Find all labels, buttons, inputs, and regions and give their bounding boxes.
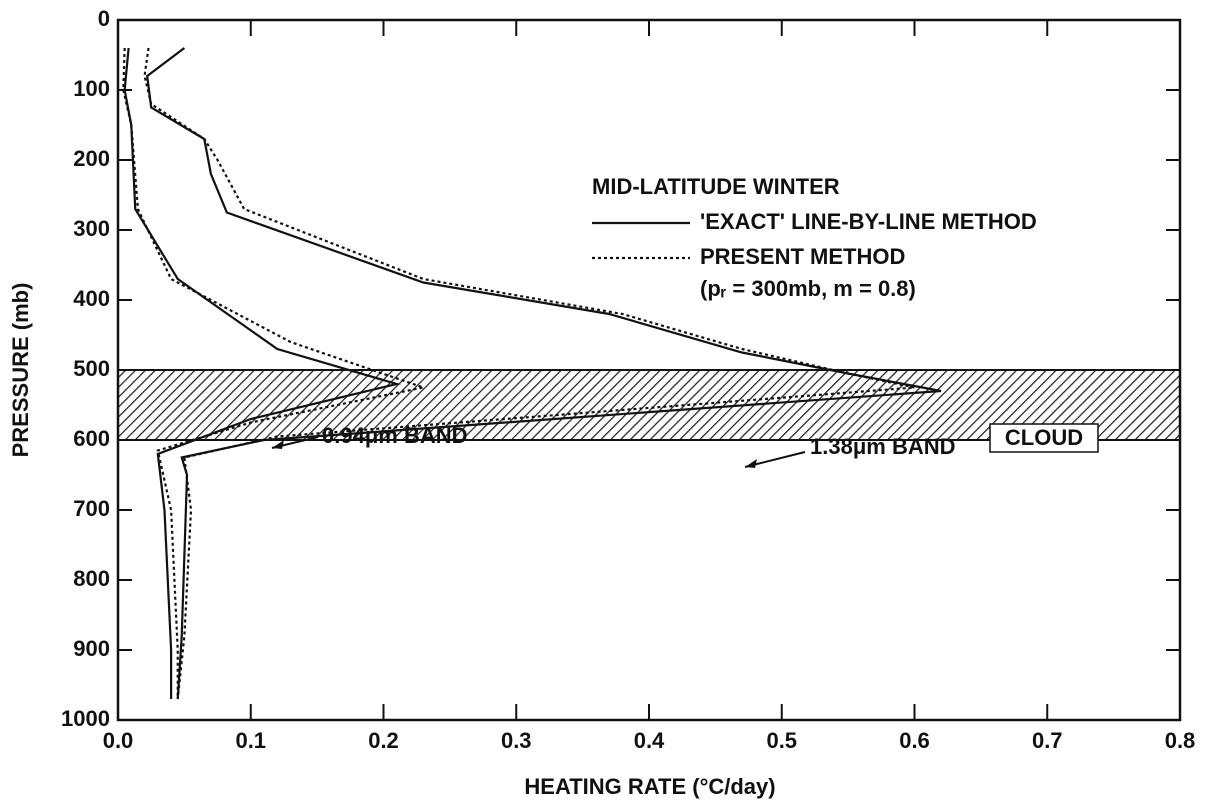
- x-tick-label: 0.0: [103, 728, 134, 753]
- annotation-arrowhead: [272, 440, 284, 449]
- legend-title: MID-LATITUDE WINTER: [592, 174, 840, 199]
- annotation: 1.38μm BAND: [810, 434, 956, 459]
- x-tick-label: 0.2: [368, 728, 399, 753]
- profile-line: [143, 47, 915, 700]
- x-tick-label: 0.3: [501, 728, 532, 753]
- x-tick-label: 0.4: [634, 728, 665, 753]
- legend-label: PRESENT METHOD: [700, 244, 905, 269]
- y-tick-label: 700: [73, 496, 110, 521]
- y-axis-title: PRESSURE (mb): [8, 283, 33, 458]
- x-tick-label: 0.1: [235, 728, 266, 753]
- cloud-label-box: [989, 423, 1099, 453]
- y-tick-label: 900: [73, 636, 110, 661]
- legend-note: (pᵣ = 300mb, m = 0.8): [700, 276, 916, 301]
- y-tick-label: 300: [73, 216, 110, 241]
- x-axis-title: HEATING RATE (°C/day): [524, 774, 775, 799]
- y-tick-label: 1000: [61, 706, 110, 731]
- x-tick-label: 0.6: [899, 728, 930, 753]
- x-tick-label: 0.5: [766, 728, 797, 753]
- x-tick-label: 0.8: [1165, 728, 1196, 753]
- cloud-label: CLOUD: [1005, 425, 1083, 450]
- annotation-arrowhead: [745, 459, 757, 468]
- y-tick-label: 200: [73, 146, 110, 171]
- legend-label: 'EXACT' LINE-BY-LINE METHOD: [700, 209, 1037, 234]
- y-tick-label: 400: [73, 286, 110, 311]
- y-tick-label: 500: [73, 356, 110, 381]
- y-tick-label: 100: [73, 76, 110, 101]
- annotation: 0.94μm BAND: [322, 423, 468, 448]
- y-tick-label: 800: [73, 566, 110, 591]
- y-tick-label: 0: [98, 6, 110, 31]
- y-tick-label: 600: [73, 426, 110, 451]
- profile-line: [122, 47, 428, 699]
- x-tick-label: 0.7: [1032, 728, 1063, 753]
- profile-line: [123, 47, 402, 699]
